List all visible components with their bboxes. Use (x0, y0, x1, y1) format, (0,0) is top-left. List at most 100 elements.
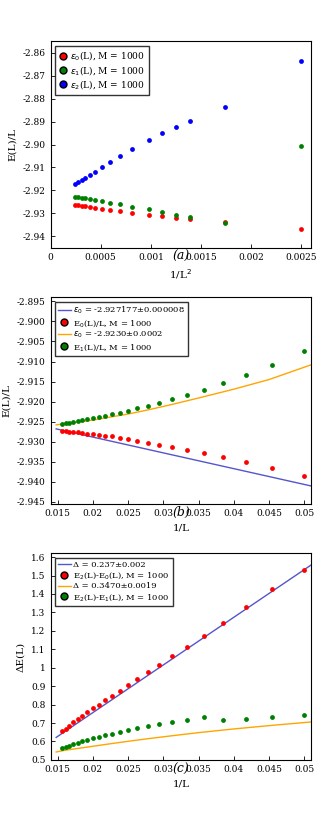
Point (222, 216, 227, 229)
Point (220, 377, 226, 390)
Text: (a): (a) (172, 250, 189, 263)
Point (72, 178, 78, 191)
Point (270, 582, 275, 596)
Point (93, 193, 98, 206)
Point (108, 155, 113, 169)
Point (146, 133, 151, 146)
Point (102, 694, 108, 707)
Point (302, 563, 307, 577)
Point (85, 705, 90, 719)
Point (146, 203, 151, 216)
Point (135, 672, 140, 686)
Point (170, 715, 175, 729)
Point (99, 195, 104, 208)
Point (102, 729, 108, 742)
Point (220, 713, 226, 726)
Point (87, 201, 92, 214)
Point (184, 388, 189, 401)
Point (63, 425, 68, 438)
Point (75, 415, 80, 428)
Point (67, 719, 72, 733)
Point (72, 198, 78, 211)
Point (159, 206, 165, 219)
Point (145, 400, 150, 413)
Point (135, 434, 140, 448)
Point (85, 733, 90, 747)
Point (108, 196, 113, 209)
Point (156, 396, 162, 410)
Point (126, 404, 131, 417)
Point (201, 446, 206, 459)
Point (80, 414, 85, 427)
Point (126, 433, 131, 446)
Point (102, 410, 108, 423)
Point (156, 438, 162, 451)
Point (173, 211, 179, 224)
Point (135, 721, 140, 734)
Point (135, 401, 140, 415)
Point (59, 417, 65, 430)
Point (130, 142, 135, 155)
Point (67, 425, 72, 439)
Point (302, 344, 307, 358)
Point (108, 203, 113, 216)
Point (93, 202, 98, 215)
Point (96, 411, 101, 424)
Point (117, 725, 122, 738)
Legend: Δ = 0.237±0.002, E$_2$(L)-E$_0$(L), M = 1000, Δ = 0.3470±0.0019, E$_2$(L)-E$_1$(: Δ = 0.237±0.002, E$_2$(L)-E$_0$(L), M = … (55, 558, 173, 606)
Point (220, 616, 226, 629)
Point (184, 713, 189, 726)
Point (117, 684, 122, 697)
X-axis label: 1/L$^2$: 1/L$^2$ (170, 268, 192, 281)
Point (75, 426, 80, 439)
Point (71, 738, 76, 751)
Point (243, 456, 248, 469)
X-axis label: 1/L: 1/L (172, 780, 189, 788)
Point (243, 712, 248, 725)
Point (90, 732, 96, 745)
Point (80, 735, 85, 748)
X-axis label: 1/L: 1/L (172, 524, 189, 532)
Y-axis label: E(L)/L: E(L)/L (8, 128, 17, 161)
Point (85, 427, 90, 440)
Point (102, 429, 108, 442)
Point (76, 198, 81, 211)
Point (63, 740, 68, 753)
Point (222, 101, 227, 114)
Point (67, 739, 72, 752)
Point (201, 710, 206, 724)
Point (184, 443, 189, 456)
Point (85, 413, 90, 426)
Point (299, 140, 304, 153)
Point (71, 425, 76, 439)
Point (87, 169, 92, 182)
Y-axis label: E(L)/L: E(L)/L (2, 384, 11, 417)
Point (76, 191, 81, 204)
Point (170, 440, 175, 453)
Point (75, 713, 80, 726)
Point (63, 416, 68, 430)
Point (96, 730, 101, 743)
Point (117, 406, 122, 420)
Point (302, 470, 307, 483)
Point (87, 192, 92, 206)
Point (243, 368, 248, 382)
Point (159, 210, 165, 223)
Point (110, 408, 115, 421)
Point (117, 431, 122, 444)
Point (187, 212, 192, 225)
Point (72, 190, 78, 203)
Point (99, 161, 104, 174)
Point (270, 710, 275, 724)
Point (118, 205, 123, 218)
Point (270, 462, 275, 475)
Point (146, 208, 151, 221)
Point (110, 430, 115, 443)
Point (201, 383, 206, 396)
Point (156, 658, 162, 672)
Point (59, 724, 65, 738)
Point (302, 709, 307, 722)
Point (243, 601, 248, 614)
Point (170, 650, 175, 663)
Point (187, 115, 192, 128)
